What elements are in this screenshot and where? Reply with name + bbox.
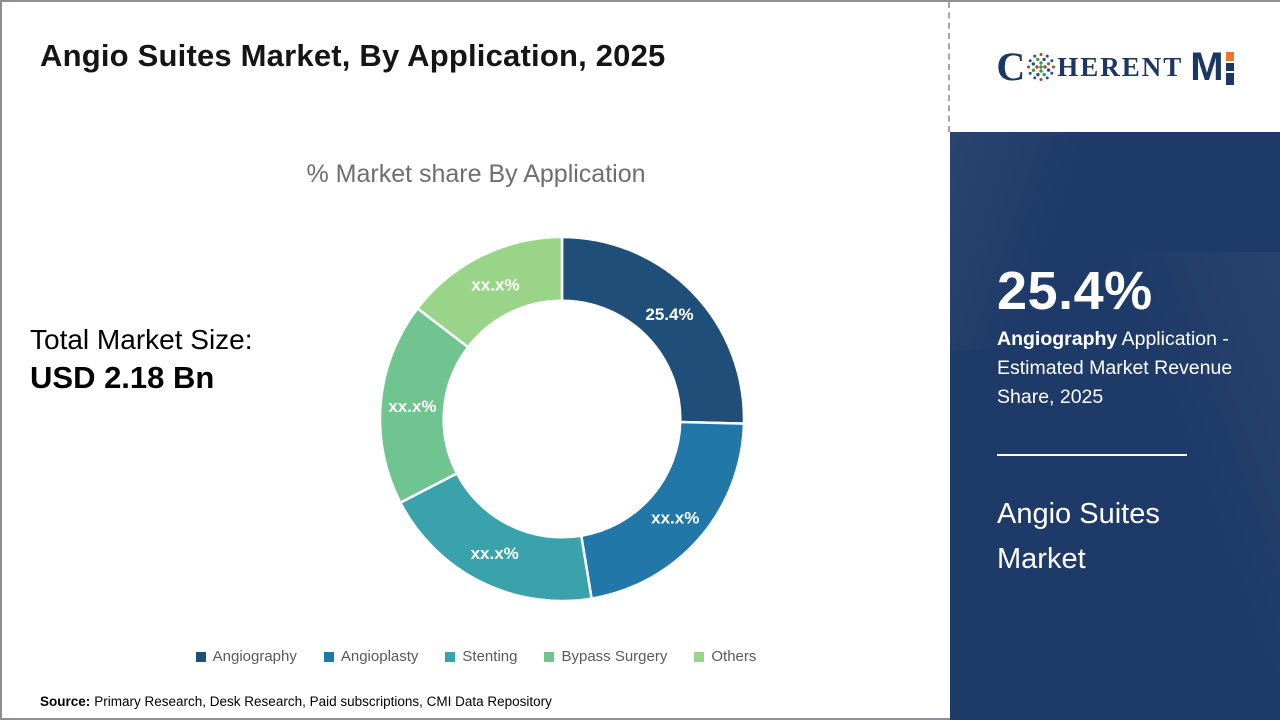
logo-box: C HERENT M bbox=[950, 2, 1280, 132]
panel-texture bbox=[1130, 252, 1280, 672]
slice-label-others: xx.x% bbox=[471, 275, 519, 294]
panel-market-title: Angio Suites Market bbox=[997, 498, 1160, 575]
legend-item-angiography: Angiography bbox=[195, 648, 297, 665]
source-text: Primary Research, Desk Research, Paid su… bbox=[94, 694, 552, 709]
slice-label-stenting: xx.x% bbox=[471, 544, 519, 563]
legend-item-stenting: Stenting bbox=[445, 648, 517, 665]
legend-label: Stenting bbox=[462, 648, 518, 665]
stat-segment-name: Angiography bbox=[997, 328, 1118, 350]
chart-legend: Angiography Angioplasty Stenting Bypass Sur… bbox=[2, 648, 950, 665]
legend-swatch bbox=[694, 651, 705, 662]
logo-letter-i-segments bbox=[1225, 51, 1234, 85]
logo-letter-c: C bbox=[996, 44, 1026, 89]
slice-label-bypass-surgery: xx.x% bbox=[388, 397, 436, 416]
source-line: Source: Primary Research, Desk Research, … bbox=[40, 694, 552, 709]
donut-slice-stenting bbox=[398, 471, 594, 603]
chart-title: % Market share By Application bbox=[306, 160, 646, 188]
total-market-block: Total Market Size: USD 2.18 Bn bbox=[30, 324, 253, 396]
legend-item-others: Others bbox=[694, 648, 756, 665]
dotted-globe-icon bbox=[1026, 52, 1056, 87]
legend-item-angioplasty: Angioplasty bbox=[323, 648, 419, 665]
dashed-separator bbox=[948, 2, 950, 132]
legend-swatch bbox=[323, 651, 334, 662]
logo-letters-herent: HERENT bbox=[1057, 51, 1184, 82]
coherentmi-logo: C HERENT M bbox=[996, 44, 1234, 89]
side-panel: 25.4% Angiography Application - Estimate… bbox=[950, 132, 1280, 720]
slice-label-angioplasty: xx.x% bbox=[651, 509, 699, 528]
total-market-label: Total Market Size: bbox=[30, 324, 253, 355]
legend-item-bypass-surgery: Bypass Surgery bbox=[544, 648, 667, 665]
source-label: Source: bbox=[40, 694, 91, 709]
donut-chart: 25.4% xx.x% xx.x% xx.x% xx.x% bbox=[378, 235, 746, 603]
stat-value: 25.4% bbox=[997, 261, 1153, 321]
donut-slice-angiography bbox=[560, 235, 746, 425]
logo-letter-m: M bbox=[1190, 45, 1223, 89]
page-title: Angio Suites Market, By Application, 202… bbox=[40, 38, 666, 73]
legend-label: Others bbox=[711, 648, 757, 665]
legend-label: Angioplasty bbox=[340, 648, 419, 665]
stat-description: Angiography Application - Estimated Mark… bbox=[997, 325, 1237, 412]
total-market-value: USD 2.18 Bn bbox=[30, 360, 215, 395]
legend-swatch bbox=[445, 651, 456, 662]
legend-label: Bypass Surgery bbox=[561, 648, 668, 665]
slice-label-angiography: 25.4% bbox=[645, 305, 693, 324]
legend-swatch bbox=[544, 651, 555, 662]
stat-description-rest: Application - Estimated Market Revenue S… bbox=[997, 328, 1233, 408]
legend-label: Angiography bbox=[212, 648, 297, 665]
donut-slice-others bbox=[415, 235, 564, 349]
legend-swatch bbox=[195, 651, 206, 662]
panel-divider bbox=[997, 454, 1187, 456]
